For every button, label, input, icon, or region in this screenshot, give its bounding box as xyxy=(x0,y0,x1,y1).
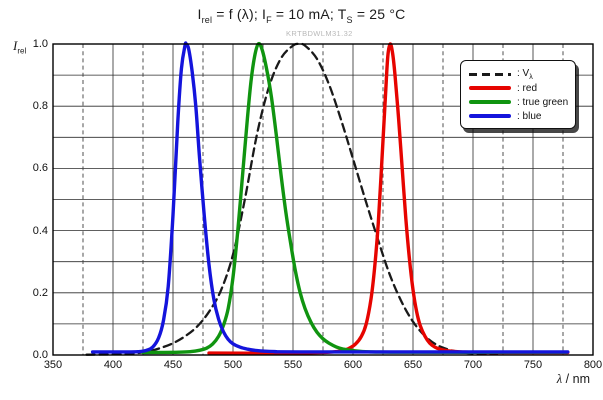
x-tick-label: 450 xyxy=(163,359,183,371)
blue-line-sample xyxy=(469,113,511,119)
y-tick-label: 0.2 xyxy=(32,286,48,299)
x-axis-title: λ / nm xyxy=(556,372,590,386)
x-tick-label: 550 xyxy=(283,359,303,371)
y-tick-label: 0.6 xyxy=(32,162,48,175)
plot-border xyxy=(52,43,594,356)
x-tick-label: 750 xyxy=(523,359,543,371)
legend-label-true-green: : true green xyxy=(517,96,569,108)
x-tick-label: 700 xyxy=(463,359,483,371)
series-true-green xyxy=(141,41,569,355)
x-tick-label: 400 xyxy=(103,359,123,371)
legend-item-blue: : blue xyxy=(469,109,567,123)
legend-label-blue: : blue xyxy=(517,110,542,122)
y-tick-label: 0.4 xyxy=(32,224,48,237)
legend-item-true-green: : true green xyxy=(469,95,569,109)
watermark-part-number: KRTBDWLM31.32 xyxy=(286,29,353,38)
legend: : Vλ : red : true green : blue xyxy=(460,60,576,129)
green-line-sample xyxy=(469,99,511,105)
legend-label-v-lambda: : Vλ xyxy=(517,67,533,81)
legend-item-v-lambda: : Vλ xyxy=(469,67,567,81)
x-tick-label: 500 xyxy=(223,359,243,371)
y-axis-title: Irel xyxy=(13,38,27,56)
v-lambda-line-sample xyxy=(469,72,511,76)
x-tick-label: 650 xyxy=(403,359,423,371)
grid-lines xyxy=(53,44,593,355)
red-line-sample xyxy=(469,85,511,91)
x-tick-label: 800 xyxy=(583,359,603,371)
y-tick-label: 1.0 xyxy=(32,38,48,50)
series-curves xyxy=(85,41,570,356)
series-red xyxy=(207,42,570,355)
chart-title: Irel = f (λ); IF = 10 mA; TS = 25 °C xyxy=(197,6,406,25)
y-tick-label: 0.0 xyxy=(32,349,48,361)
legend-item-red: : red xyxy=(469,81,567,95)
series-blue xyxy=(90,41,570,354)
y-tick-label: 0.8 xyxy=(32,100,48,113)
x-tick-label: 600 xyxy=(343,359,363,371)
x-tick-label: 350 xyxy=(43,359,63,371)
legend-label-red: : red xyxy=(517,82,538,94)
